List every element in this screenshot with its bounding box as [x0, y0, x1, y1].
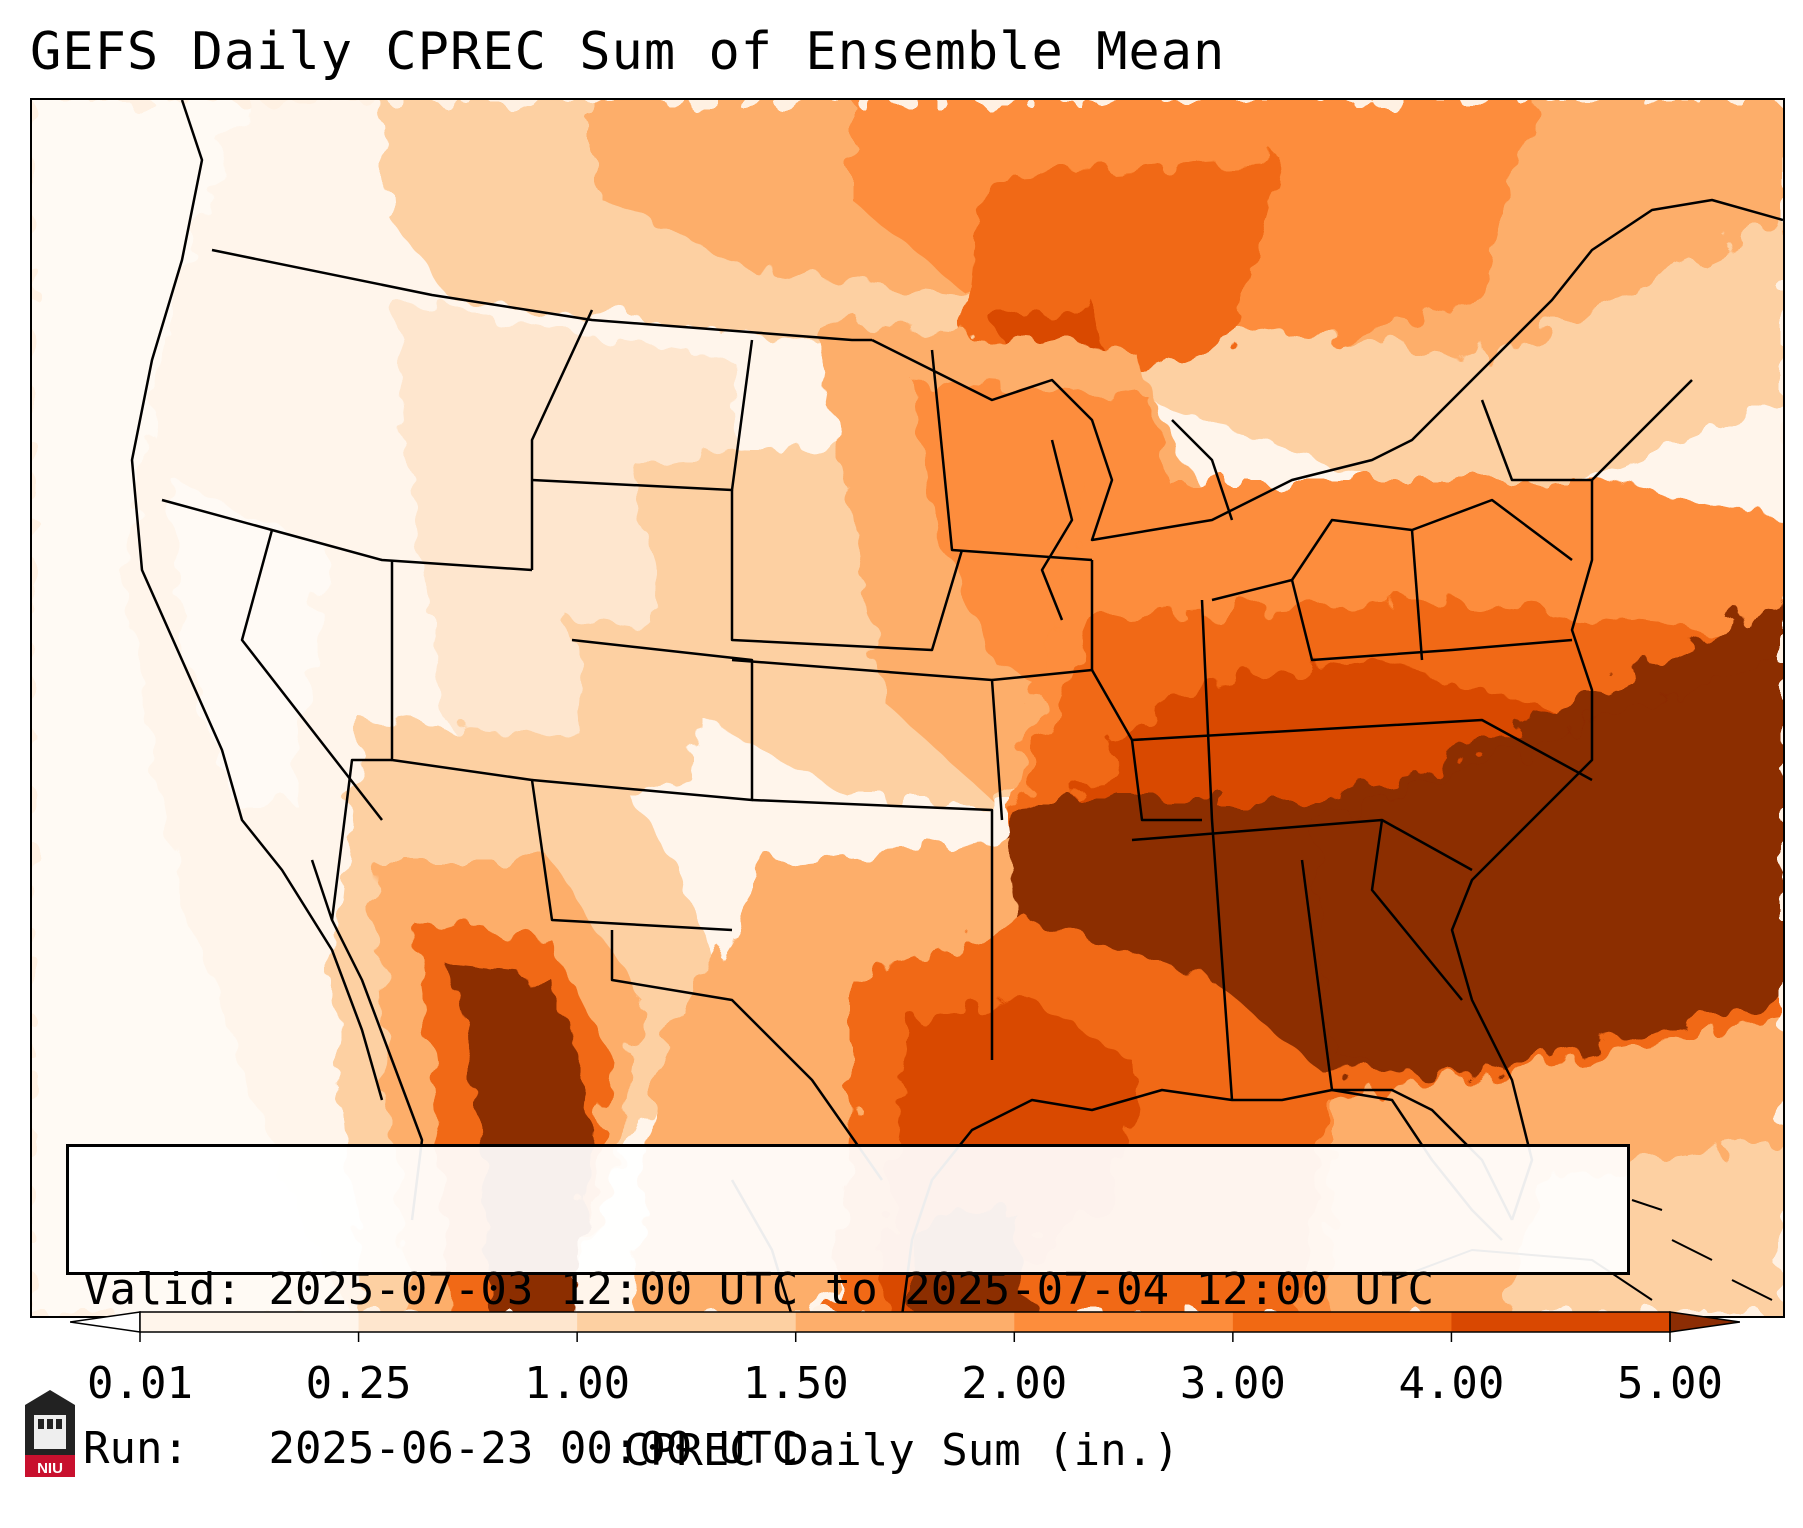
- colorbar: [70, 1311, 1740, 1342]
- colorbar-under-triangle: [70, 1311, 141, 1333]
- colorbar-segment: [577, 1312, 797, 1332]
- run-label: Run:: [83, 1423, 189, 1474]
- colorbar-tick-label: 1.50: [742, 1358, 849, 1409]
- colorbar-outline: [139, 1311, 1671, 1333]
- run-value: 2025-06-23 00:00 UTC: [268, 1423, 799, 1474]
- valid-value: 2025-07-03 12:00 UTC to 2025-07-04 12:00…: [268, 1264, 1435, 1315]
- colorbar-segment: [140, 1312, 360, 1332]
- colorbar-tick-label: 2.00: [961, 1358, 1068, 1409]
- colorbar-tick-label: 0.01: [87, 1358, 193, 1409]
- valid-line: Valid: 2025-07-03 12:00 UTC to 2025-07-0…: [83, 1263, 1613, 1316]
- colorbar-tick-label: 3.00: [1179, 1358, 1286, 1409]
- colorbar-tick-label: 0.25: [305, 1358, 412, 1409]
- colorbar-segment: [1232, 1312, 1452, 1332]
- logo-text: NIU: [37, 1460, 63, 1477]
- logo-red-band: [25, 1455, 75, 1477]
- map-title: GEFS Daily CPREC Sum of Ensemble Mean: [30, 22, 1226, 82]
- state-boundaries: [130, 100, 1783, 1316]
- colorbar-label: CPREC Daily Sum (in.): [623, 1425, 1180, 1476]
- niu-logo: NIU: [25, 1390, 75, 1477]
- colorbar-tick-label: 1.00: [524, 1358, 631, 1409]
- colorbar-segment: [358, 1312, 578, 1332]
- colorbar-segment: [1451, 1312, 1671, 1332]
- colorbar-over-triangle: [1669, 1311, 1740, 1333]
- colorbar-tick-label: 5.00: [1617, 1358, 1723, 1409]
- valid-run-info-box: Valid: 2025-07-03 12:00 UTC to 2025-07-0…: [66, 1144, 1630, 1474]
- run-line: Run: 2025-06-23 00:00 UTC: [83, 1422, 1613, 1475]
- valid-label: Valid:: [83, 1264, 242, 1315]
- colorbar-segment: [1014, 1312, 1234, 1332]
- colorbar-segment: [795, 1312, 1015, 1332]
- colorbar-tick-label: 4.00: [1398, 1358, 1505, 1409]
- precipitation-map: [30, 98, 1785, 1318]
